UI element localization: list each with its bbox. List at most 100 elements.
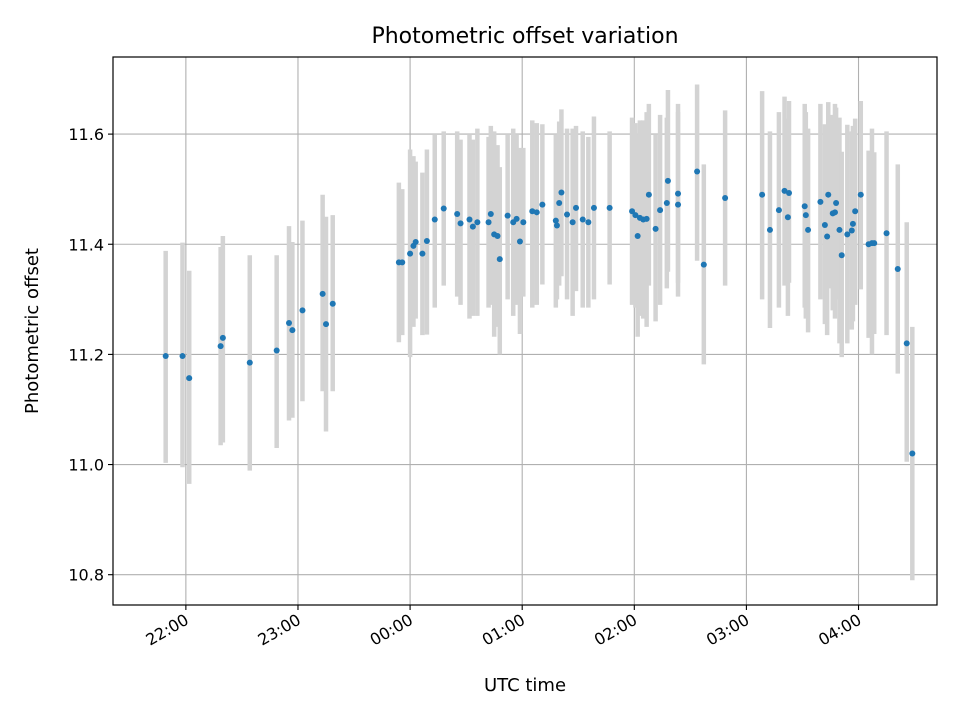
data-point <box>454 210 461 217</box>
data-point <box>513 215 520 222</box>
y-axis-label: Photometric offset <box>22 248 43 414</box>
data-point <box>775 207 782 214</box>
data-point <box>286 320 293 327</box>
data-point <box>857 191 864 198</box>
data-point <box>585 219 592 226</box>
data-point <box>407 250 414 257</box>
data-point <box>590 204 597 211</box>
data-point <box>801 203 808 210</box>
data-point <box>186 375 193 382</box>
data-point <box>722 194 729 201</box>
data-point <box>533 209 540 216</box>
data-point <box>909 450 916 457</box>
data-point <box>821 221 828 228</box>
data-point <box>419 250 426 257</box>
data-point <box>606 204 613 211</box>
data-point <box>833 199 840 206</box>
y-tick-label: 11.6 <box>68 125 104 144</box>
data-point <box>825 191 832 198</box>
data-point <box>675 190 682 197</box>
data-point <box>162 353 169 360</box>
data-point <box>844 231 851 238</box>
y-tick-label: 11.2 <box>68 345 104 364</box>
data-point <box>817 198 824 205</box>
data-point <box>781 187 788 194</box>
data-point <box>504 212 511 219</box>
data-point <box>852 208 859 215</box>
data-point <box>496 256 503 263</box>
data-point <box>645 191 652 198</box>
data-point <box>652 225 659 232</box>
data-point <box>487 210 494 217</box>
data-point <box>632 212 639 219</box>
data-point <box>457 220 464 227</box>
data-point <box>520 219 527 226</box>
data-point <box>539 201 546 208</box>
data-point <box>802 212 809 219</box>
data-point <box>423 237 430 244</box>
data-point <box>883 230 890 237</box>
data-point <box>871 240 878 247</box>
data-point <box>412 239 419 246</box>
data-point <box>784 214 791 221</box>
y-tick-label: 11.4 <box>68 235 104 254</box>
data-point <box>759 191 766 198</box>
x-axis-label: UTC time <box>484 675 566 696</box>
data-point <box>299 307 306 314</box>
data-point <box>289 327 296 334</box>
data-point <box>894 266 901 273</box>
data-point <box>474 219 481 226</box>
data-point <box>553 222 560 229</box>
data-point <box>529 208 536 215</box>
data-point <box>431 216 438 223</box>
data-point <box>516 238 523 245</box>
data-point <box>179 353 186 360</box>
y-axis-ticks: 10.8 11.0 11.2 11.4 11.6 <box>68 125 113 585</box>
chart-title: Photometric offset variation <box>371 24 678 49</box>
data-point <box>849 220 856 227</box>
y-tick-label: 11.0 <box>68 456 104 475</box>
data-point <box>831 209 838 216</box>
data-point <box>552 217 559 224</box>
data-point <box>700 261 707 268</box>
data-point <box>664 177 671 184</box>
data-point <box>786 190 793 197</box>
data-points <box>162 168 916 457</box>
data-point <box>805 226 812 233</box>
data-point <box>848 227 855 234</box>
data-point <box>634 232 641 239</box>
data-point <box>766 226 773 233</box>
data-point <box>579 216 586 223</box>
data-point <box>903 340 910 347</box>
data-point <box>329 300 336 307</box>
plot-frame <box>112 56 938 606</box>
grid-lines <box>113 57 937 605</box>
y-tick-label: 10.8 <box>68 566 104 585</box>
data-point <box>569 219 576 226</box>
data-point <box>663 199 670 206</box>
data-point <box>573 204 580 211</box>
data-point <box>323 321 330 328</box>
data-point <box>558 189 565 196</box>
data-point <box>485 219 492 226</box>
data-point <box>675 201 682 208</box>
data-point <box>246 359 253 366</box>
data-point <box>217 343 224 350</box>
data-point <box>494 232 501 239</box>
data-point <box>399 259 406 266</box>
data-point <box>556 199 563 206</box>
data-point <box>657 207 664 214</box>
data-point <box>836 226 843 233</box>
data-point <box>643 215 650 222</box>
data-point <box>469 223 476 230</box>
data-point <box>440 205 447 212</box>
data-point <box>564 211 571 218</box>
data-point <box>838 252 845 259</box>
data-point <box>629 208 636 215</box>
data-point <box>319 290 326 297</box>
data-point <box>694 168 701 175</box>
data-point <box>824 233 831 240</box>
data-point <box>273 347 280 354</box>
